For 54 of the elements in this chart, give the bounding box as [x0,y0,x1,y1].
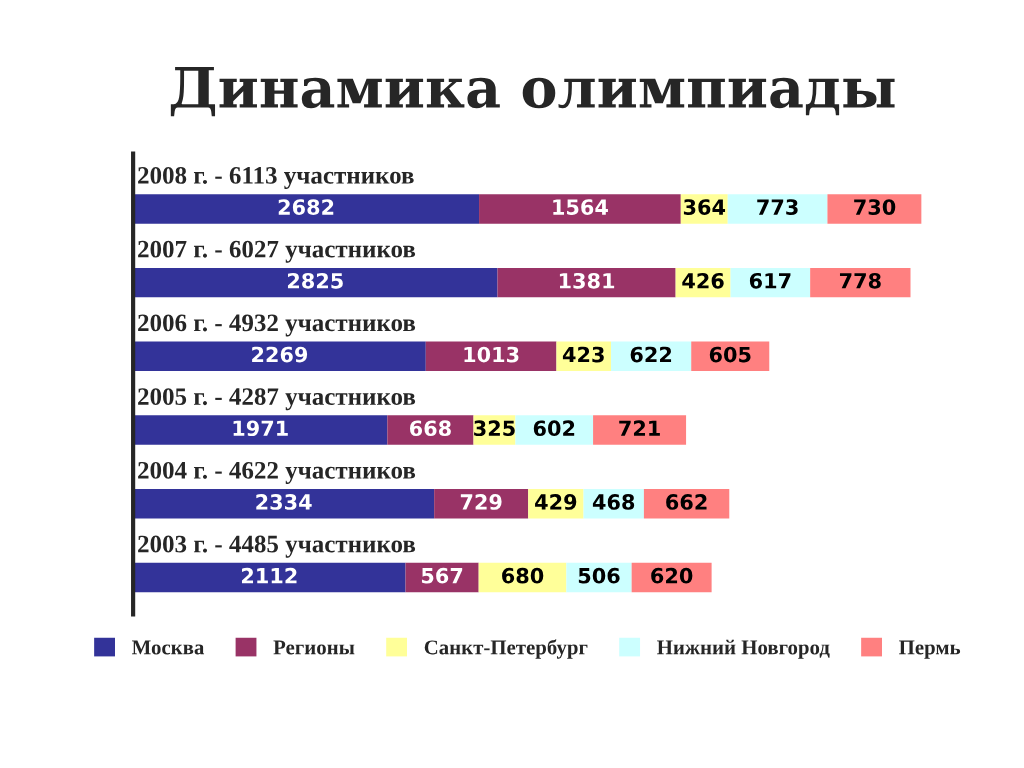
bar [479,194,681,224]
y-tick-label: 2008 г. - 6113 участников [138,166,414,189]
legend-label: Нижний Новгород [657,639,830,659]
bar [133,194,480,224]
bar [133,415,388,445]
y-tick-label: 2003 г. - 4485 участников [138,535,416,558]
y-tick-label: 2007 г. - 6027 участников [138,240,416,263]
data-label: 2269 [252,346,308,363]
data-label: 617 [749,272,791,289]
data-label: 364 [683,199,726,215]
data-label: 1971 [233,420,288,437]
legend-label: Москва [132,640,205,655]
data-label: 680 [502,567,544,584]
data-label: 2682 [278,199,334,215]
data-label: 1564 [553,199,608,215]
data-label: 2112 [241,567,297,584]
data-label: 662 [666,494,707,510]
data-label: 2334 [256,494,312,510]
data-label: 429 [535,494,577,510]
data-label: 2825 [287,272,343,289]
data-label: 620 [651,567,693,584]
data-label: 506 [578,567,620,584]
legend-label: Регионы [273,640,355,655]
data-label: 730 [854,199,896,215]
legend-label: Санкт-Петербург [424,639,588,659]
data-label: 721 [619,420,660,436]
bar [133,341,426,372]
chart-title: Динамика олимпиады [170,66,895,117]
data-label: 622 [630,346,672,363]
data-label: 778 [839,272,881,289]
legend-label: Пермь [899,640,961,659]
bar [434,489,529,519]
bar [827,194,922,224]
bar [727,194,828,224]
y-tick-label: 2004 г. - 4622 участников [138,461,416,484]
data-label: 325 [474,420,515,437]
data-label: 605 [709,346,751,363]
data-label: 773 [757,199,798,215]
data-label: 468 [592,494,635,510]
bar [593,415,687,445]
bar [133,267,498,298]
data-label: 567 [421,567,463,584]
y-tick-label: 2005 г. - 4287 участников [138,388,416,411]
bar [133,489,435,519]
bar [133,562,406,593]
data-label: 729 [460,494,502,510]
data-label: 423 [562,346,604,363]
data-label: 426 [682,272,724,289]
y-tick-label: 2006 г. - 4932 участников [138,314,416,337]
data-label: 1381 [559,272,615,289]
bar [497,267,676,298]
data-label: 602 [533,420,575,437]
data-label: 668 [409,420,451,437]
data-label: 1013 [464,346,519,363]
